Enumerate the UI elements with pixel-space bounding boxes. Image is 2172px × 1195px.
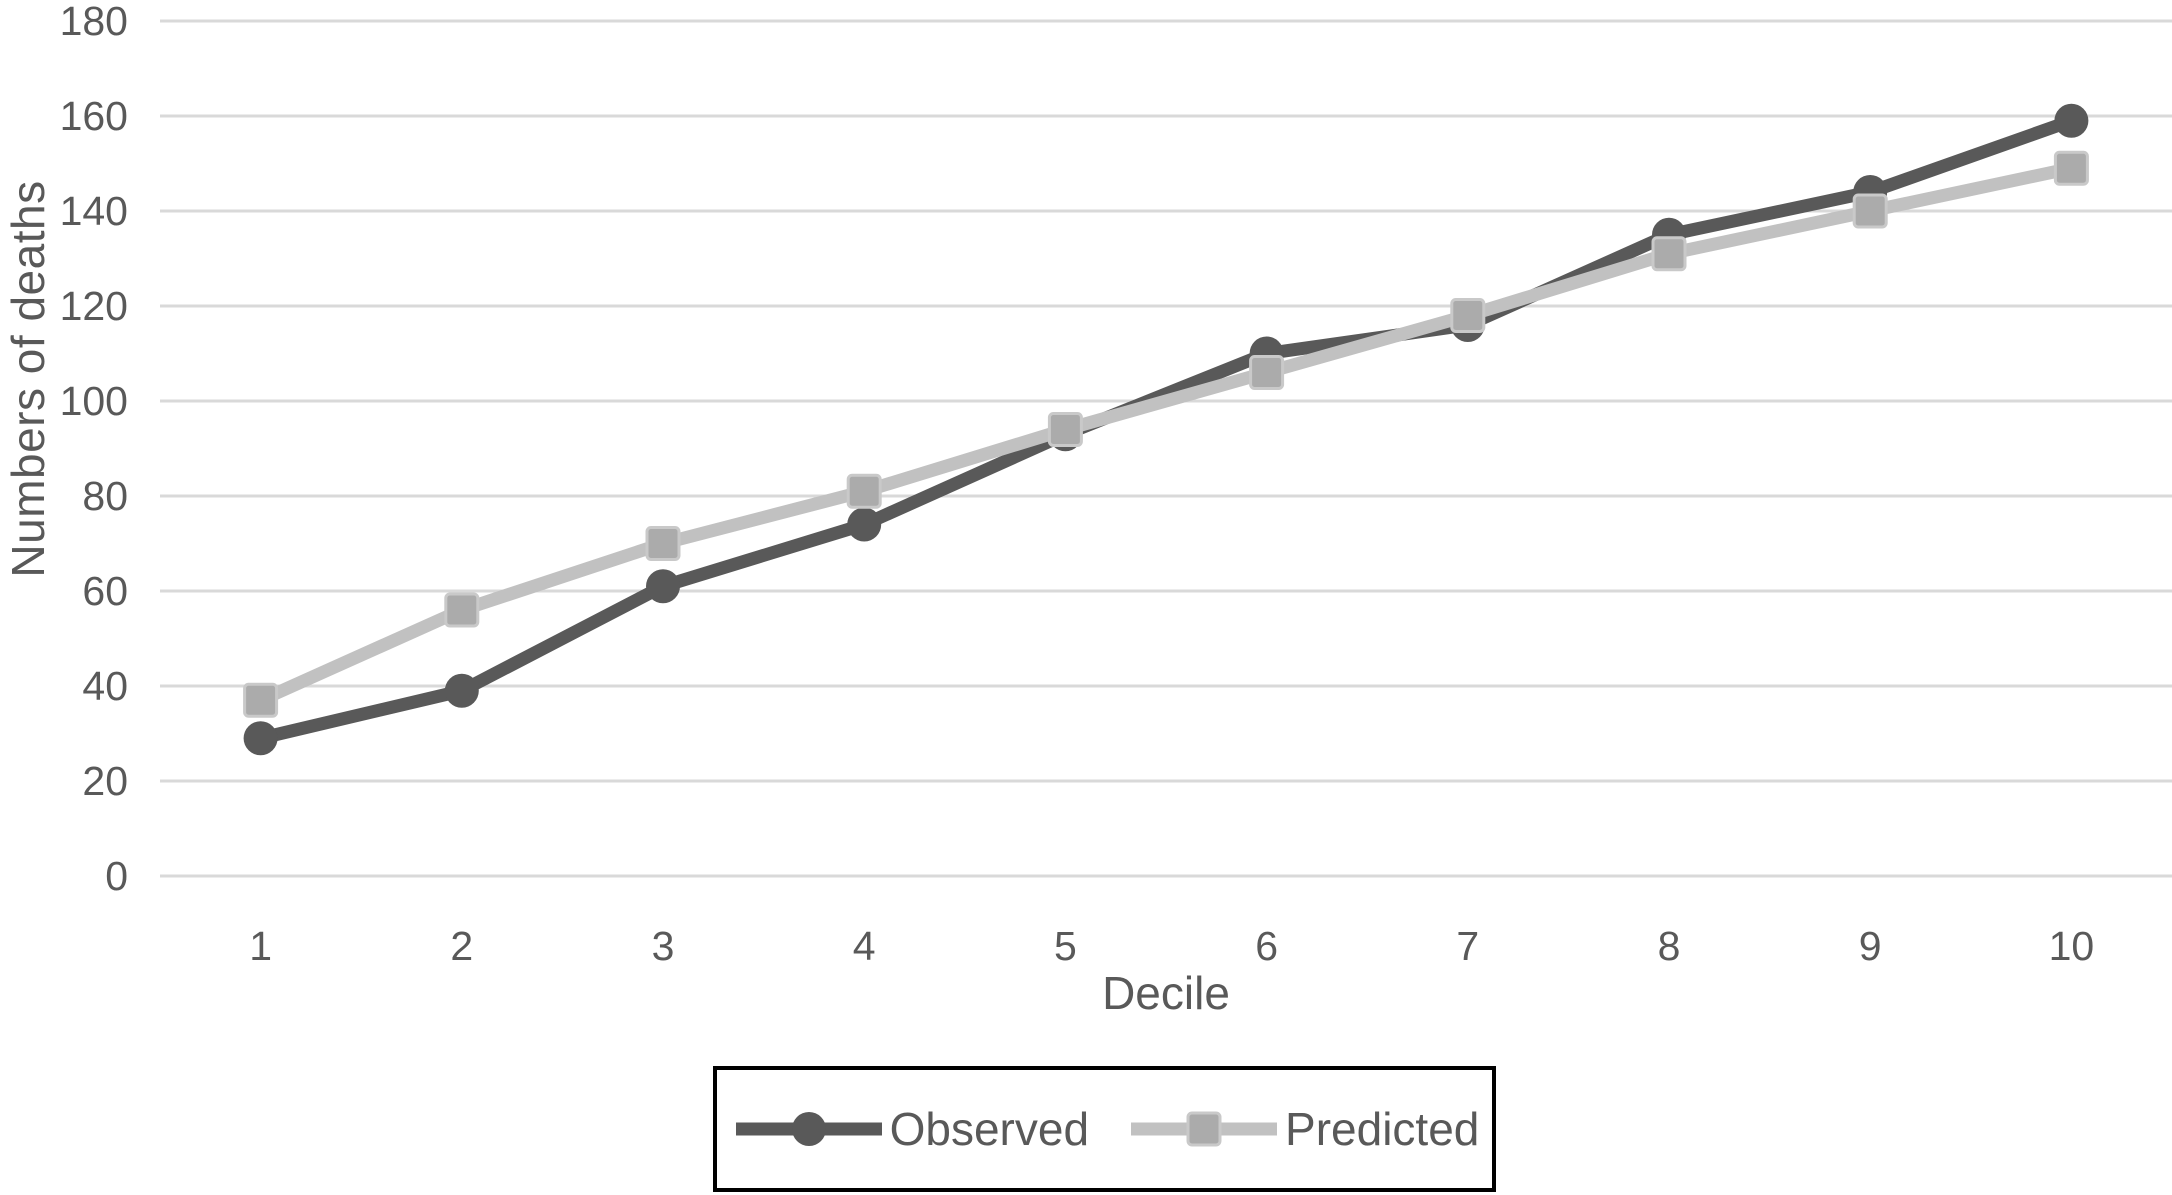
data-point-predicted (444, 592, 480, 628)
x-tick-label: 8 (1658, 923, 1681, 969)
x-tick-label: 5 (1054, 923, 1077, 969)
gridlines (160, 19, 2172, 878)
series-line-predicted (254, 161, 2078, 707)
series-line-observed (254, 114, 2078, 745)
x-tick-label: 4 (853, 923, 876, 969)
y-tick-label: 140 (60, 188, 128, 234)
y-axis-title: Numbers of deaths (2, 180, 54, 578)
data-point-observed (847, 507, 882, 542)
data-point-observed (646, 569, 680, 604)
y-tick-label: 40 (82, 663, 128, 709)
data-point-predicted (2053, 150, 2089, 186)
legend-label-predicted: Predicted (1285, 1103, 1480, 1155)
y-tick-label: 180 (60, 0, 128, 44)
x-tick-label: 6 (1255, 923, 1278, 969)
x-tick-label: 1 (249, 923, 272, 969)
y-axis-tick-labels: 0 20 40 60 80 100 120 140 160 180 (60, 0, 128, 899)
data-point-predicted (1651, 236, 1687, 272)
data-point-predicted (1852, 193, 1888, 229)
y-tick-label: 0 (105, 853, 128, 899)
data-point-observed (444, 673, 479, 708)
data-point-predicted (1249, 355, 1285, 390)
y-tick-label: 20 (82, 758, 128, 804)
y-tick-label: 120 (60, 283, 128, 329)
legend-item-predicted: Predicted (1125, 1102, 1479, 1156)
data-point-observed (243, 721, 278, 756)
y-tick-label: 100 (60, 378, 128, 424)
y-tick-label: 160 (60, 93, 128, 139)
data-series (243, 103, 2089, 756)
y-tick-label: 60 (82, 568, 128, 614)
x-tick-label: 7 (1456, 923, 1479, 969)
x-axis-tick-labels: 1 2 3 4 5 6 7 8 9 10 (249, 923, 2094, 969)
x-tick-label: 3 (652, 923, 675, 969)
data-point-predicted (243, 682, 279, 718)
x-tick-label: 9 (1859, 923, 1882, 969)
legend-item-observed: Observed (730, 1102, 1089, 1156)
legend-label-observed: Observed (889, 1103, 1090, 1155)
x-tick-label: 10 (2049, 923, 2095, 969)
predicted-line-square-icon (1131, 1111, 1278, 1147)
data-point-observed (2054, 103, 2089, 138)
data-point-predicted (846, 473, 882, 509)
y-tick-label: 80 (82, 473, 128, 519)
x-tick-label: 2 (450, 923, 473, 969)
legend: Observed Predicted (713, 1066, 1496, 1192)
data-point-predicted (645, 526, 681, 561)
data-point-predicted (1047, 412, 1083, 447)
data-point-predicted (1450, 298, 1486, 333)
x-axis-title: Decile (1102, 967, 1230, 1019)
observed-line-circle-icon (735, 1112, 882, 1146)
